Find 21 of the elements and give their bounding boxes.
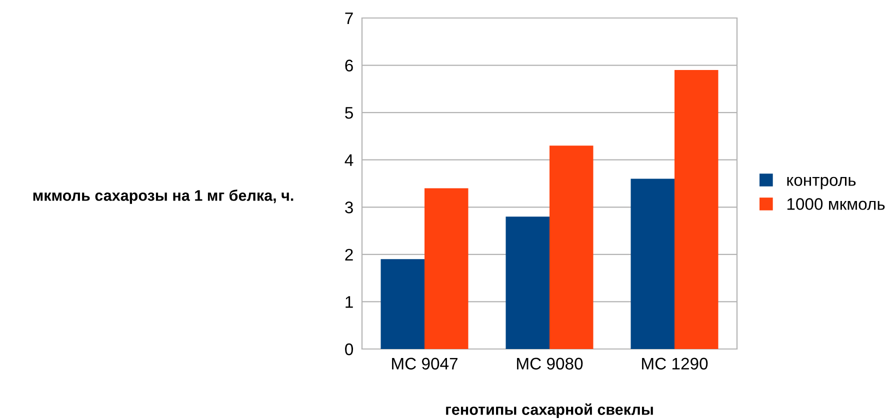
y-tick-label: 4 — [344, 154, 354, 166]
y-tick-label: 3 — [345, 202, 353, 214]
x-tick-label: МС 9080 — [517, 358, 583, 370]
bar — [380, 259, 424, 349]
y-tick-label: 7 — [345, 12, 353, 24]
legend-label: 1000 мкмоль — [787, 198, 885, 210]
y-tick-label: 5 — [345, 107, 353, 119]
bar — [630, 178, 674, 349]
x-tick-label: МС 9047 — [392, 358, 458, 370]
legend-label: контроль — [787, 176, 856, 190]
y-tick-label: 0 — [345, 343, 354, 356]
bar — [424, 188, 468, 349]
x-tick-label: МС 1290 — [642, 358, 708, 370]
y-tick-label: 1 — [346, 296, 353, 308]
bar — [550, 146, 594, 349]
y-tick-label: 2 — [345, 248, 353, 260]
y-tick-label: 6 — [345, 60, 353, 72]
y-axis-title: мкмоль сахарозы на 1 мг белка, ч. — [33, 190, 294, 204]
bar — [674, 70, 718, 349]
bar — [506, 216, 550, 349]
x-axis-title: генотипы сахарной свеклы — [446, 403, 653, 418]
